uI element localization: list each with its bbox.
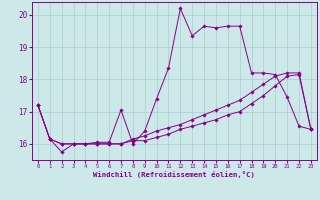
- X-axis label: Windchill (Refroidissement éolien,°C): Windchill (Refroidissement éolien,°C): [93, 171, 255, 178]
